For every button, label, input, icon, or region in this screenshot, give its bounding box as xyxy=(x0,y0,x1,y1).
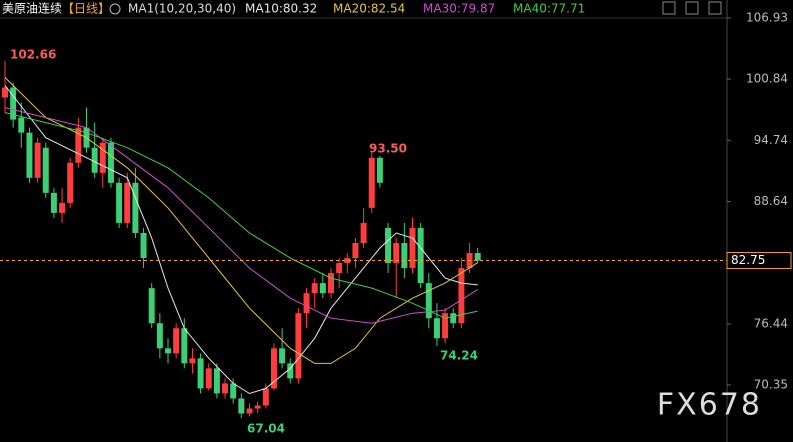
chart-title: 美原油连续 xyxy=(2,1,62,16)
window-button[interactable] xyxy=(685,1,699,15)
candle-body xyxy=(124,182,131,223)
candle-body xyxy=(376,157,383,183)
watermark: FX678 xyxy=(657,388,762,423)
window-button[interactable] xyxy=(662,1,676,15)
y-tick-label: 100.84 xyxy=(746,72,788,86)
high-annotation: 102.66 xyxy=(10,48,56,62)
candle-body xyxy=(197,358,204,389)
y-tick-label: 88.64 xyxy=(754,194,788,208)
ma-label: MA40:77.71 xyxy=(513,2,585,16)
candle-body xyxy=(287,363,294,379)
candle-body xyxy=(368,157,375,208)
candle-body xyxy=(311,283,318,294)
candle-body xyxy=(2,87,8,98)
candle-body xyxy=(107,142,114,183)
ma-line xyxy=(4,107,478,324)
candle-body xyxy=(181,328,188,364)
candle-body xyxy=(295,313,302,379)
candle-body xyxy=(10,87,17,120)
ma-label: MA20:82.54 xyxy=(333,2,405,16)
candle-body xyxy=(425,283,432,319)
candle-body xyxy=(246,408,253,414)
candle-body xyxy=(230,383,237,399)
settings-icon[interactable] xyxy=(109,3,121,15)
ma-line xyxy=(4,112,478,319)
candle-body xyxy=(328,273,334,294)
candle-body xyxy=(360,222,367,243)
candle-body xyxy=(319,283,326,294)
candle-body xyxy=(75,127,82,163)
window-button[interactable] xyxy=(708,1,722,15)
candle-body xyxy=(67,162,74,203)
ma-line xyxy=(4,77,478,364)
candle-body xyxy=(433,318,440,339)
y-tick-label: 76.44 xyxy=(754,316,788,330)
candle-body xyxy=(385,227,392,264)
candle-body xyxy=(442,313,449,339)
candle-body xyxy=(42,147,49,193)
candle-body xyxy=(474,253,481,261)
candle-body xyxy=(409,227,416,269)
candle-body xyxy=(26,132,33,178)
candle-body xyxy=(148,288,155,324)
y-tick-label: 94.74 xyxy=(754,133,788,147)
last-price-label: 82.75 xyxy=(731,253,765,267)
candle-body xyxy=(34,142,41,178)
candle-body xyxy=(140,232,147,259)
candle-body xyxy=(189,358,196,364)
candle-body xyxy=(238,398,245,414)
candle-body xyxy=(132,182,139,233)
y-tick-label: 106.93 xyxy=(746,11,788,25)
candle-body xyxy=(393,242,400,264)
ma-label: MA30:79.87 xyxy=(423,2,495,16)
candle-body xyxy=(417,227,424,284)
indicator: MA1(10,20,30,40) xyxy=(128,2,236,16)
candle-body xyxy=(270,348,277,389)
candle-body xyxy=(213,368,220,394)
candle-body xyxy=(18,117,25,133)
low-annotation: 67.04 xyxy=(247,422,285,436)
candle-body xyxy=(450,313,457,324)
low-annotation: 74.24 xyxy=(440,349,478,363)
y-tick-label: 70.35 xyxy=(754,377,788,391)
candle-body xyxy=(173,328,180,354)
high-annotation: 93.50 xyxy=(369,142,407,156)
ma-line xyxy=(4,85,478,395)
candle-body xyxy=(156,323,163,349)
candle-body xyxy=(99,142,106,173)
candle-body xyxy=(165,348,171,354)
candle-body xyxy=(303,293,310,314)
candle-body xyxy=(279,348,286,364)
candle-body xyxy=(59,202,66,213)
candle-body xyxy=(401,242,408,269)
candle-body xyxy=(50,192,57,213)
candle-body xyxy=(352,242,359,259)
candle-body xyxy=(336,263,343,274)
candle-body xyxy=(344,258,351,264)
candle-body xyxy=(91,147,98,173)
candle-body xyxy=(116,182,123,223)
last-price-box xyxy=(726,252,792,270)
period: 【日线】 xyxy=(62,2,110,16)
ma-label: MA10:80.32 xyxy=(245,2,317,16)
candle-body xyxy=(205,368,212,389)
candle-body xyxy=(458,268,465,324)
candle-body xyxy=(254,405,261,409)
candle-body xyxy=(222,383,229,394)
candle-body xyxy=(262,388,269,406)
